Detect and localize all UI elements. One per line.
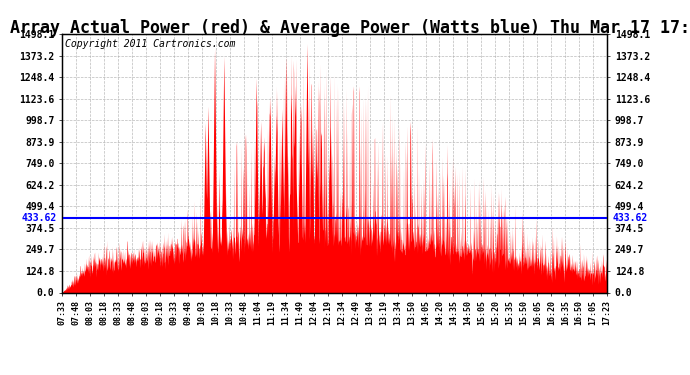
Text: 433.62: 433.62 [21, 213, 57, 223]
Text: Copyright 2011 Cartronics.com: Copyright 2011 Cartronics.com [65, 39, 235, 49]
Text: West Array Actual Power (red) & Average Power (Watts blue) Thu Mar 17 17:38: West Array Actual Power (red) & Average … [0, 19, 690, 37]
Text: 433.62: 433.62 [613, 213, 648, 223]
